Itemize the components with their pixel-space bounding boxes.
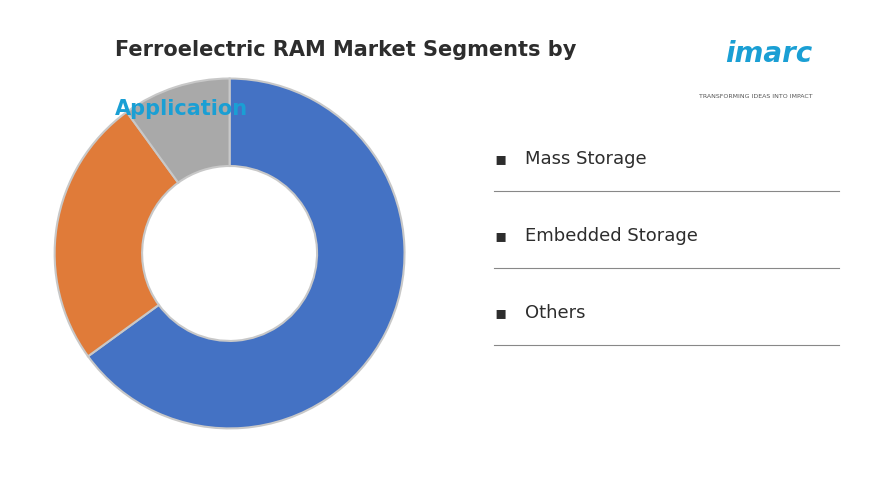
Text: ▪: ▪ xyxy=(494,150,507,168)
Text: imarc: imarc xyxy=(725,40,812,68)
Text: ▪: ▪ xyxy=(494,304,507,322)
Text: Mass Storage: Mass Storage xyxy=(525,150,647,168)
Text: Ferroelectric RAM Market Segments by: Ferroelectric RAM Market Segments by xyxy=(115,40,577,60)
Text: ▪: ▪ xyxy=(494,227,507,245)
Text: TRANSFORMING IDEAS INTO IMPACT: TRANSFORMING IDEAS INTO IMPACT xyxy=(698,94,812,99)
Text: Application: Application xyxy=(115,99,248,119)
Wedge shape xyxy=(55,112,178,356)
Text: Others: Others xyxy=(525,304,586,322)
Wedge shape xyxy=(88,79,404,428)
Wedge shape xyxy=(127,79,230,183)
Text: Embedded Storage: Embedded Storage xyxy=(525,227,698,245)
